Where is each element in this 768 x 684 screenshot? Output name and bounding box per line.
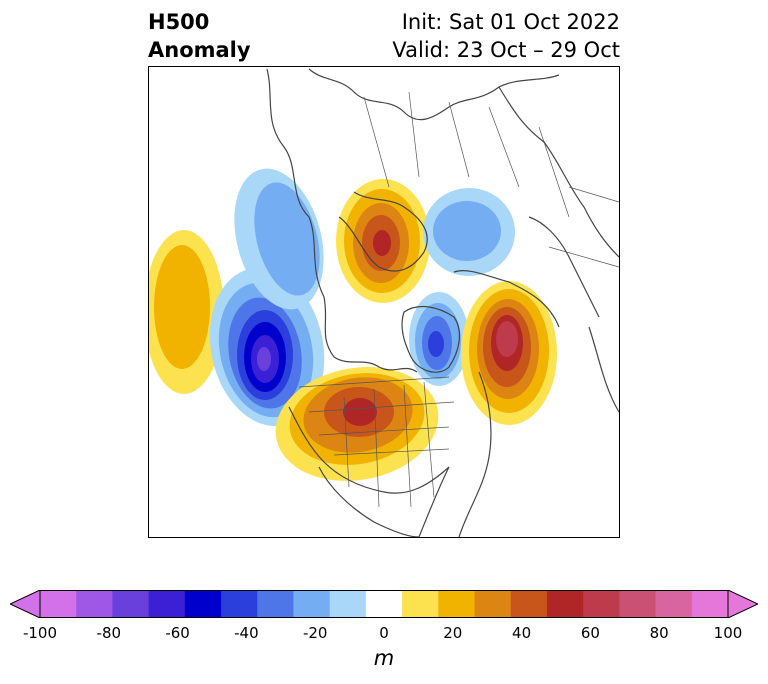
colorbar-tick-label: -40 [234, 624, 259, 642]
colorbar [10, 590, 758, 618]
colorbar-cell [438, 590, 476, 618]
colorbar-cell [221, 590, 258, 618]
colorbar-extend-max [727, 590, 758, 618]
colorbar-cell [76, 590, 113, 618]
colorbar-cell [184, 590, 222, 618]
coastlines [266, 68, 619, 537]
title-field: Anomaly [148, 38, 251, 62]
colorbar-cell [546, 590, 584, 618]
anomaly-center-arctic-trough [423, 188, 515, 276]
colorbar-cell [365, 590, 403, 618]
colorbar-cell [257, 590, 294, 618]
colorbar-cell [691, 590, 729, 618]
colorbar-cell [293, 590, 331, 618]
title-left: H500 Anomaly [148, 8, 251, 64]
anomaly-center-pacific-ridge [149, 230, 224, 394]
title-init: Init: Sat 01 Oct 2022 [401, 10, 620, 34]
anomaly-map [149, 68, 619, 537]
colorbar-cell [40, 590, 77, 618]
colorbar-cell [583, 590, 620, 618]
anomaly-center-hudson-ridge [336, 179, 430, 303]
colorbar-cell [474, 590, 512, 618]
colorbar-cell [510, 590, 548, 618]
map-panel [148, 66, 620, 538]
colorbar-extend-min [10, 590, 41, 618]
title-valid: Valid: 23 Oct – 29 Oct [392, 38, 620, 62]
colorbar-cell [402, 590, 439, 618]
colorbar-tick-label: -20 [302, 624, 328, 642]
colorbar-cell [148, 590, 186, 618]
colorbar-cell [112, 590, 150, 618]
title-variable: H500 [148, 10, 210, 34]
colorbar-cell [655, 590, 693, 618]
colorbar-tick-label: 80 [649, 624, 669, 642]
colorbar-tick-label: -100 [22, 624, 58, 642]
colorbar-tick-label: -80 [96, 624, 122, 642]
colorbar-border [39, 590, 729, 618]
colorbar-tick-label: 0 [379, 624, 389, 642]
anomaly-center-greenland-trough [409, 292, 469, 386]
colorbar-tick-label: -60 [165, 624, 190, 642]
colorbar-tick-label: 40 [512, 624, 532, 642]
title-right: Init: Sat 01 Oct 2022 Valid: 23 Oct – 29… [392, 8, 620, 64]
colorbar-tick-labels: -100 -80 -60 -40 -20 0 20 40 60 80 100 [0, 624, 768, 646]
colorbar-unit-label: m [373, 646, 395, 670]
political-borders [298, 91, 619, 508]
colorbar-tick-label: 20 [443, 624, 463, 642]
colorbar-cell [619, 590, 657, 618]
colorbar-cell [329, 590, 367, 618]
colorbar-tick-label: 60 [580, 624, 600, 642]
colorbar-tick-label: 100 [713, 624, 743, 642]
